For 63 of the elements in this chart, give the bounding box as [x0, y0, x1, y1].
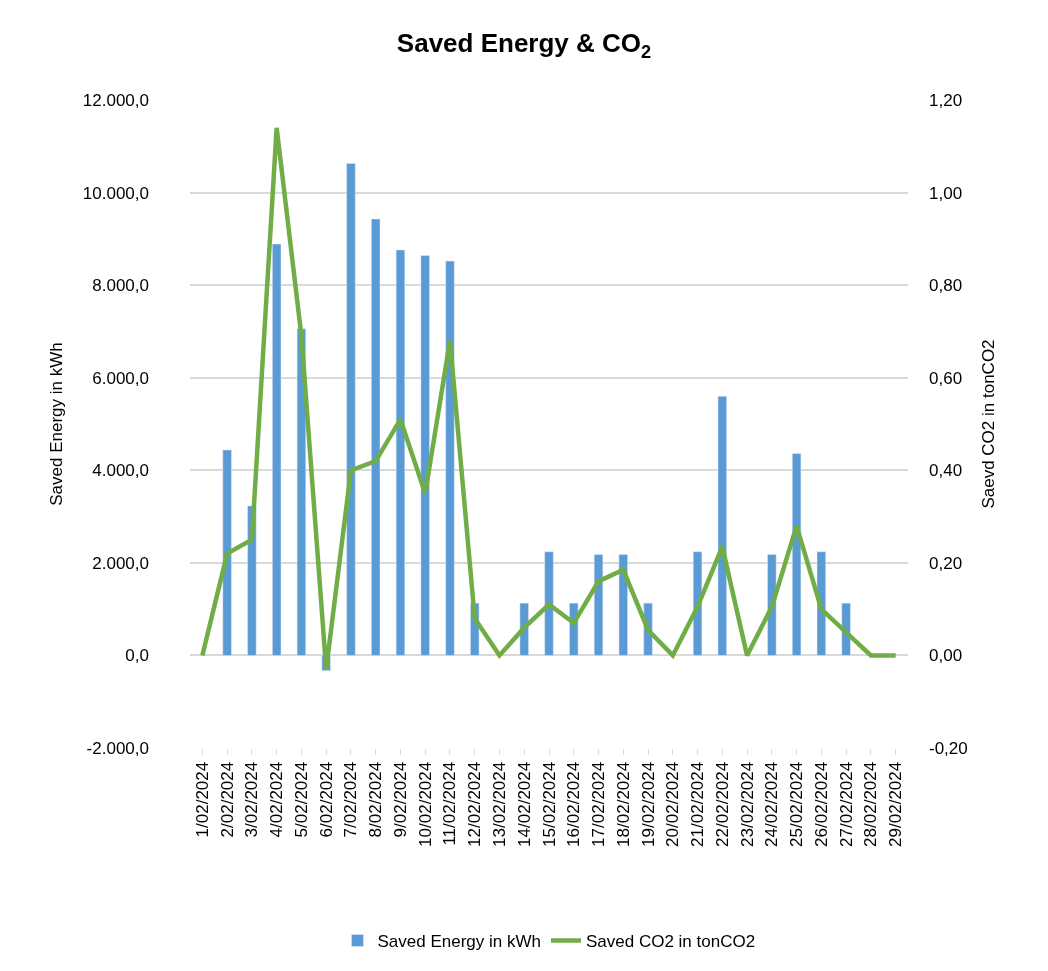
x-tick-label: 26/02/2024	[811, 761, 831, 847]
x-tick-label: 11/02/2024	[440, 761, 460, 846]
bar	[346, 163, 356, 656]
x-tick-label: 1/02/2024	[192, 761, 212, 838]
y-tick-label: 2.000,0	[92, 553, 149, 573]
x-tick-label: 12/02/2024	[465, 761, 485, 847]
x-tick-label: 6/02/2024	[316, 761, 336, 838]
y-tick-label: -2.000,0	[86, 738, 149, 758]
x-tick-label: 14/02/2024	[514, 761, 534, 847]
x-tick-label: 16/02/2024	[564, 761, 584, 847]
x-tick-label: 28/02/2024	[861, 761, 881, 847]
x-tick-label: 21/02/2024	[688, 761, 708, 847]
x-tick-label: 7/02/2024	[341, 761, 361, 838]
x-tick-label: 18/02/2024	[613, 761, 633, 847]
x-tick-label: 5/02/2024	[291, 761, 311, 838]
bar	[371, 218, 381, 656]
y-tick-label: 10.000,0	[82, 183, 149, 203]
x-tick-label: 23/02/2024	[737, 761, 757, 847]
line-series	[200, 125, 898, 672]
y2-tick-label: 0,80	[929, 276, 963, 296]
bar	[544, 551, 554, 656]
x-tick-label: 9/02/2024	[390, 761, 410, 838]
bar	[792, 453, 802, 656]
y-tick-label: 6.000,0	[92, 368, 149, 388]
x-tick-label: 22/02/2024	[712, 761, 732, 847]
bar	[593, 554, 604, 656]
x-tick-label: 25/02/2024	[787, 761, 807, 847]
bar	[222, 449, 232, 656]
x-tick-label: 2/02/2024	[217, 761, 237, 838]
x-tick-label: 15/02/2024	[539, 761, 559, 847]
bar	[717, 395, 727, 656]
y2-tick-label: 1,20	[929, 90, 963, 110]
y2-tick-label: -0,20	[929, 738, 968, 758]
y2-tick-label: 0,00	[929, 646, 963, 666]
y2-tick-label: 0,40	[929, 461, 963, 481]
bar	[445, 260, 455, 656]
y2-tick-label: 0,60	[929, 368, 963, 388]
bar	[420, 255, 430, 656]
x-tick-label: 17/02/2024	[589, 761, 609, 847]
y2-tick-label: 1,00	[929, 183, 963, 203]
y2-tick-label: 0,20	[929, 553, 963, 573]
legend-label: Saved CO2 in tonCO2	[585, 932, 756, 952]
x-tick-label: 3/02/2024	[242, 761, 262, 838]
x-tick-label: 27/02/2024	[836, 761, 856, 847]
x-tick-label: 24/02/2024	[762, 761, 782, 847]
x-tick-label: 20/02/2024	[663, 761, 683, 847]
x-tick-label: 29/02/2024	[886, 761, 906, 847]
y-tick-label: 4.000,0	[92, 461, 149, 481]
legend-label: Saved Energy in kWh	[377, 932, 541, 952]
y-tick-label: 12.000,0	[82, 90, 149, 110]
x-tick-label: 4/02/2024	[267, 761, 287, 838]
x-tick-label: 13/02/2024	[490, 761, 510, 847]
x-tick-label: 10/02/2024	[415, 761, 435, 847]
chart-title: Saved Energy & CO$_{2}$	[396, 28, 652, 62]
y-tick-label: 0,0	[125, 646, 149, 666]
bar	[618, 554, 628, 656]
y-tick-label: 8.000,0	[92, 276, 149, 296]
y2-axis-title: Saevd CO2 in tonCO2	[979, 339, 999, 509]
x-tick-label: 19/02/2024	[638, 761, 658, 847]
x-tick-label: 8/02/2024	[366, 761, 386, 838]
bar	[395, 249, 406, 656]
y-axis-title: Saved Energy in kWh	[47, 342, 67, 506]
bar	[272, 243, 282, 656]
